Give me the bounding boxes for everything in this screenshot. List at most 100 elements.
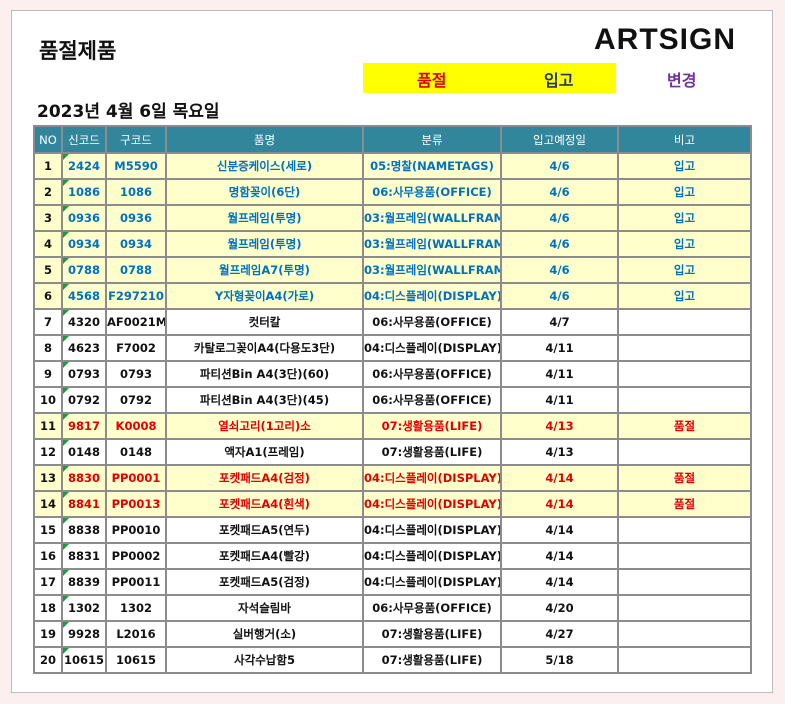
table-cell: 입고	[617, 152, 752, 180]
table-cell: 4/13	[500, 412, 619, 440]
table-cell: 입고	[617, 204, 752, 232]
table-cell: 20	[33, 646, 63, 674]
table-row: 12 0148 0148 액자A1(프레임) 07:생활용품(LIFE) 4/13	[33, 438, 752, 466]
table-cell: 월프레임(투명)	[165, 204, 364, 232]
table-cell: 4/14	[500, 490, 619, 518]
table-cell: 4/27	[500, 620, 619, 648]
table-row: 2 1086 1086 명함꽂이(6단) 06:사무용품(OFFICE) 4/6 입고	[33, 178, 752, 206]
table-cell: 입고	[617, 256, 752, 284]
table-cell: 10	[33, 386, 63, 414]
table-cell: 4/6	[500, 256, 619, 284]
table-cell: 8831	[61, 542, 107, 570]
table-cell: 0788	[105, 256, 167, 284]
table-cell	[617, 334, 752, 362]
table-cell	[617, 438, 752, 466]
table-cell: 4/6	[500, 282, 619, 310]
table-cell: 04:디스플레이(DISPLAY)	[362, 542, 502, 570]
table-cell: 사각수납함5	[165, 646, 364, 674]
table-cell	[617, 308, 752, 336]
table-cell: 월프레임A7(투명)	[165, 256, 364, 284]
table-cell: 8	[33, 334, 63, 362]
table-row: 10 0792 0792 파티션Bin A4(3단)(45) 06:사무용품(OFFIC…	[33, 386, 752, 414]
table-cell: PP0010	[105, 516, 167, 544]
table-cell: 입고	[617, 282, 752, 310]
table-cell: 4	[33, 230, 63, 258]
table-cell: 04:디스플레이(DISPLAY)	[362, 464, 502, 492]
table-cell: 1	[33, 152, 63, 180]
table-cell: F297210	[105, 282, 167, 310]
table-cell: 8838	[61, 516, 107, 544]
table-cell	[617, 620, 752, 648]
table-cell: 입고	[617, 178, 752, 206]
table-cell: 12	[33, 438, 63, 466]
table-cell: 06:사무용품(OFFICE)	[362, 308, 502, 336]
table-cell: 03:월프레임(WALLFRAME)	[362, 230, 502, 258]
table-cell: 컷터칼	[165, 308, 364, 336]
legend-item: 품절	[417, 71, 447, 90]
table-cell: 17	[33, 568, 63, 596]
column-header: 분류	[362, 125, 502, 154]
table-cell: 15	[33, 516, 63, 544]
table-cell: 0792	[105, 386, 167, 414]
table-cell: 4/6	[500, 204, 619, 232]
table-row: 18 1302 1302 자석슬림바 06:사무용품(OFFICE) 4/20	[33, 594, 752, 622]
table-cell: 신분증케이스(세로)	[165, 152, 364, 180]
table-cell	[617, 360, 752, 388]
table-cell: 자석슬림바	[165, 594, 364, 622]
table-cell: 0936	[61, 204, 107, 232]
table-cell: 4/6	[500, 230, 619, 258]
table-cell: 1086	[105, 178, 167, 206]
table-cell: 4/11	[500, 360, 619, 388]
column-header: 신코드	[61, 125, 107, 154]
table-cell: 07:생활용품(LIFE)	[362, 438, 502, 466]
table-cell: 0793	[105, 360, 167, 388]
table-cell: 04:디스플레이(DISPLAY)	[362, 334, 502, 362]
table-cell: 04:디스플레이(DISPLAY)	[362, 568, 502, 596]
table-cell: 품절	[617, 412, 752, 440]
table-cell: 05:명찰(NAMETAGS)	[362, 152, 502, 180]
table-cell	[617, 568, 752, 596]
table-cell: 4/6	[500, 152, 619, 180]
table-cell: 8839	[61, 568, 107, 596]
table-cell: 품절	[617, 490, 752, 518]
table-cell: 입고	[617, 230, 752, 258]
table-cell: 07:생활용품(LIFE)	[362, 620, 502, 648]
table-row: 11 9817 K0008 열쇠고리(1고리)소 07:생활용품(LIFE) 4/13 품절	[33, 412, 752, 440]
legend-item: 변경	[667, 71, 697, 90]
table-cell: 월프레임(투명)	[165, 230, 364, 258]
table-row: 7 4320 AF0021M 컷터칼 06:사무용품(OFFICE) 4/7	[33, 308, 752, 336]
table-row: 17 8839 PP0011 포켓패드A5(검정) 04:디스플레이(DISPLAY) 4…	[33, 568, 752, 596]
table-cell: 포켓패드A5(연두)	[165, 516, 364, 544]
table-cell: 4623	[61, 334, 107, 362]
table-cell: 11	[33, 412, 63, 440]
table-cell: 포켓패드A4(흰색)	[165, 490, 364, 518]
product-table: NO 신코드 구코드 품명 분류 입고예정일 비고 1 2424 M5590 신분증케이스(세로)…	[33, 125, 752, 674]
table-cell: 18	[33, 594, 63, 622]
table-row: 19 9928 L2016 실버행거(소) 07:생활용품(LIFE) 4/27	[33, 620, 752, 648]
table-cell: 4/7	[500, 308, 619, 336]
table-cell: 1302	[105, 594, 167, 622]
table-cell: 2	[33, 178, 63, 206]
legend-item: 입고	[544, 71, 574, 90]
table-cell: 07:생활용품(LIFE)	[362, 412, 502, 440]
table-cell: M5590	[105, 152, 167, 180]
table-row: 8 4623 F7002 카탈로그꽂이A4(다용도3단) 04:디스플레이(DISPLA…	[33, 334, 752, 362]
table-cell: 06:사무용품(OFFICE)	[362, 360, 502, 388]
table-cell: PP0001	[105, 464, 167, 492]
table-row: 14 8841 PP0013 포켓패드A4(흰색) 04:디스플레이(DISPLAY) 4…	[33, 490, 752, 518]
table-row: 13 8830 PP0001 포켓패드A4(검정) 04:디스플레이(DISPLAY) 4…	[33, 464, 752, 492]
table-cell: 10615	[105, 646, 167, 674]
column-header: 입고예정일	[500, 125, 619, 154]
table-row: 15 8838 PP0010 포켓패드A5(연두) 04:디스플레이(DISPLAY) 4…	[33, 516, 752, 544]
table-cell: 액자A1(프레임)	[165, 438, 364, 466]
table-cell: 9817	[61, 412, 107, 440]
table-cell: 0936	[105, 204, 167, 232]
table-cell	[617, 646, 752, 674]
table-cell: AF0021M	[105, 308, 167, 336]
table-cell: 0934	[105, 230, 167, 258]
table-cell: 카탈로그꽂이A4(다용도3단)	[165, 334, 364, 362]
table-cell: 7	[33, 308, 63, 336]
table-cell: 2424	[61, 152, 107, 180]
table-cell	[617, 594, 752, 622]
